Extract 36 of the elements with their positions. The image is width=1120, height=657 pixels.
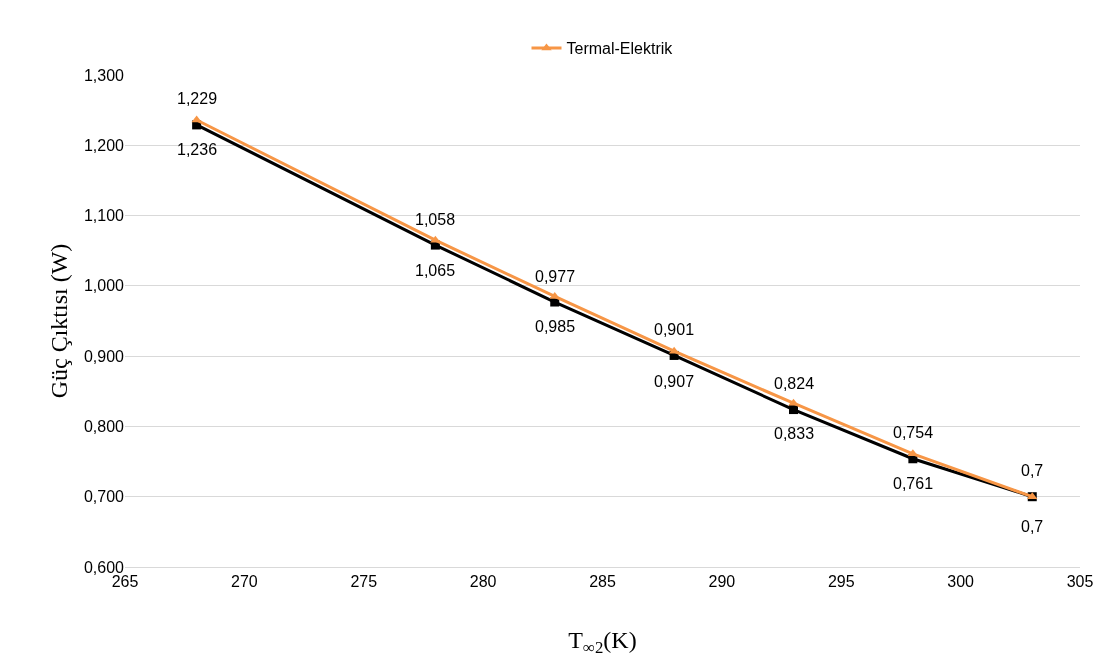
data-label: 1,065 <box>415 262 456 279</box>
point <box>549 291 560 299</box>
legend-label: Termal-Elektrik <box>566 40 674 58</box>
y-tick-label: 0,700 <box>83 488 125 506</box>
y-tick-label: 0,600 <box>83 558 125 576</box>
x-tick-label: 290 <box>708 573 736 591</box>
x-tick-label: 285 <box>589 573 616 591</box>
x-tick-label: 295 <box>827 573 855 591</box>
y-tick-label: 0,800 <box>83 418 125 436</box>
x-tick-label: 300 <box>947 573 975 591</box>
point <box>789 405 798 415</box>
y-tick-label: 1,100 <box>83 207 125 225</box>
data-label: 0,761 <box>893 475 934 492</box>
data-label: 0,754 <box>893 424 934 441</box>
y-tick-label: 0,900 <box>83 347 125 365</box>
y-tick-label: 1,000 <box>83 277 125 295</box>
data-label: 0,985 <box>535 318 576 335</box>
data-label: 0,907 <box>654 373 695 390</box>
data-label: 1,229 <box>177 90 218 107</box>
data-label: 0,824 <box>774 375 815 392</box>
x-tick-label: 270 <box>231 573 258 591</box>
data-label: 0,977 <box>535 268 576 285</box>
data-label: 0,833 <box>774 425 815 442</box>
y-tick-label: 1,300 <box>83 66 125 84</box>
data-label: 1,058 <box>415 211 456 228</box>
y-axis-title: Güç Çıktısı (W) <box>46 243 72 399</box>
data-label: 0,7 <box>1021 518 1044 535</box>
x-tick-label: 265 <box>111 573 139 591</box>
x-tick-label: 305 <box>1066 573 1094 591</box>
data-label: 0,901 <box>654 321 695 338</box>
y-tick-label: 1,200 <box>83 136 125 154</box>
x-axis-title: T$_{∞2}$(K) <box>568 626 637 657</box>
data-label: 1,236 <box>177 141 218 158</box>
x-tick-label: 280 <box>469 573 497 591</box>
data-label: 0,7 <box>1021 462 1044 479</box>
x-tick-label: 275 <box>350 573 378 591</box>
